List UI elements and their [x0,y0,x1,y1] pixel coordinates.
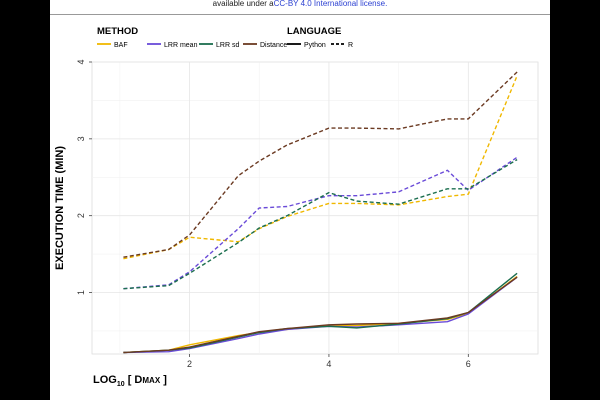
y-tick-label: 3 [76,136,86,141]
legend-method-title: METHOD [97,26,138,37]
line-chart: METHOD LANGUAGE BAF LRR mean LRR sd Distanc… [54,26,539,369]
legend: METHOD LANGUAGE BAF LRR mean LRR sd Distanc… [97,26,353,49]
y-tick-label: 1 [76,290,86,295]
x-tick-label: 4 [326,359,331,369]
legend-method-label: LRR sd [216,42,239,49]
license-link[interactable]: CC-BY 4.0 International license. [273,0,388,8]
axis-ticks: 2 4 6 1 2 3 4 [76,59,471,369]
legend-method-label: LRR mean [164,42,198,49]
grid [92,61,538,354]
y-tick-label: 2 [76,213,86,218]
y-tick-label: 4 [76,59,86,64]
x-tick-label: 2 [187,359,192,369]
license-header: available under aCC-BY 4.0 International… [50,0,550,15]
legend-method-label: BAF [114,42,128,49]
legend-language-label: R [348,42,353,49]
y-axis-title: EXECUTION TIME (MIN) [54,146,66,270]
series-line-distance-r [123,71,518,258]
legend-language-title: LANGUAGE [287,26,341,37]
header-text: available under a [212,0,274,8]
series-line-lrr-mean-r [123,156,518,290]
figure-page: available under aCC-BY 4.0 International… [50,0,550,400]
series-line-lrr-sd-r [123,158,518,290]
series-lines [123,71,518,354]
x-tick-label: 6 [466,359,471,369]
legend-language-label: Python [304,42,326,49]
x-axis-title: LOG10 [ DMAX ] [93,374,167,389]
legend-method-label: Distance [260,42,287,49]
series-line-baf-r [123,75,518,260]
series-line-distance-python [123,276,518,354]
